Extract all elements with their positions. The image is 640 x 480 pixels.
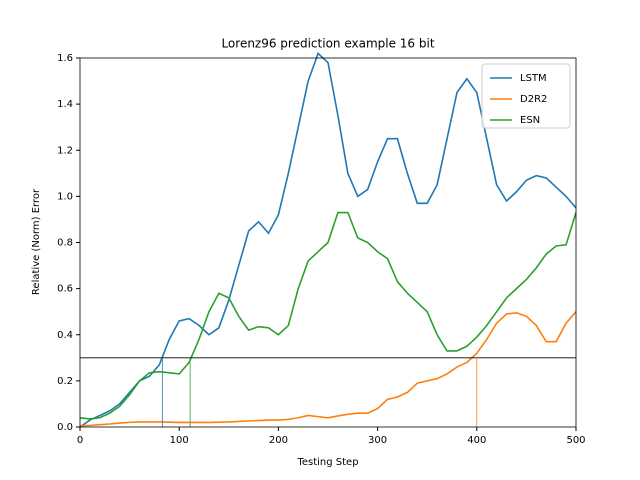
y-tick-label: 1.2: [57, 145, 73, 156]
x-axis-label: Testing Step: [296, 457, 358, 468]
chart-title: Lorenz96 prediction example 16 bit: [221, 37, 434, 51]
y-tick-label: 1.6: [57, 53, 73, 64]
x-tick-label: 300: [368, 435, 387, 446]
y-tick-label: 0.6: [57, 284, 73, 295]
x-tick-label: 0: [77, 435, 83, 446]
y-tick-label: 0.0: [57, 422, 73, 433]
y-tick-label: 1.4: [57, 99, 73, 110]
x-tick-label: 400: [467, 435, 486, 446]
y-tick-label: 0.2: [57, 376, 73, 387]
y-tick-label: 0.4: [57, 330, 73, 341]
legend-box: [481, 63, 571, 129]
legend-label: D2R2: [520, 94, 547, 105]
y-tick-label: 1.0: [57, 191, 73, 202]
plot-frame: [79, 57, 577, 428]
legend-label: ESN: [520, 115, 540, 126]
y-axis-label: Relative (Norm) Error: [31, 188, 42, 295]
x-tick-label: 100: [170, 435, 189, 446]
series-line: [79, 311, 577, 427]
series-line: [79, 51, 577, 428]
legend-label: LSTM: [520, 73, 547, 84]
series-line: [79, 211, 577, 420]
y-tick-label: 0.8: [57, 238, 73, 249]
x-tick-label: 500: [566, 435, 585, 446]
x-tick-label: 200: [269, 435, 288, 446]
